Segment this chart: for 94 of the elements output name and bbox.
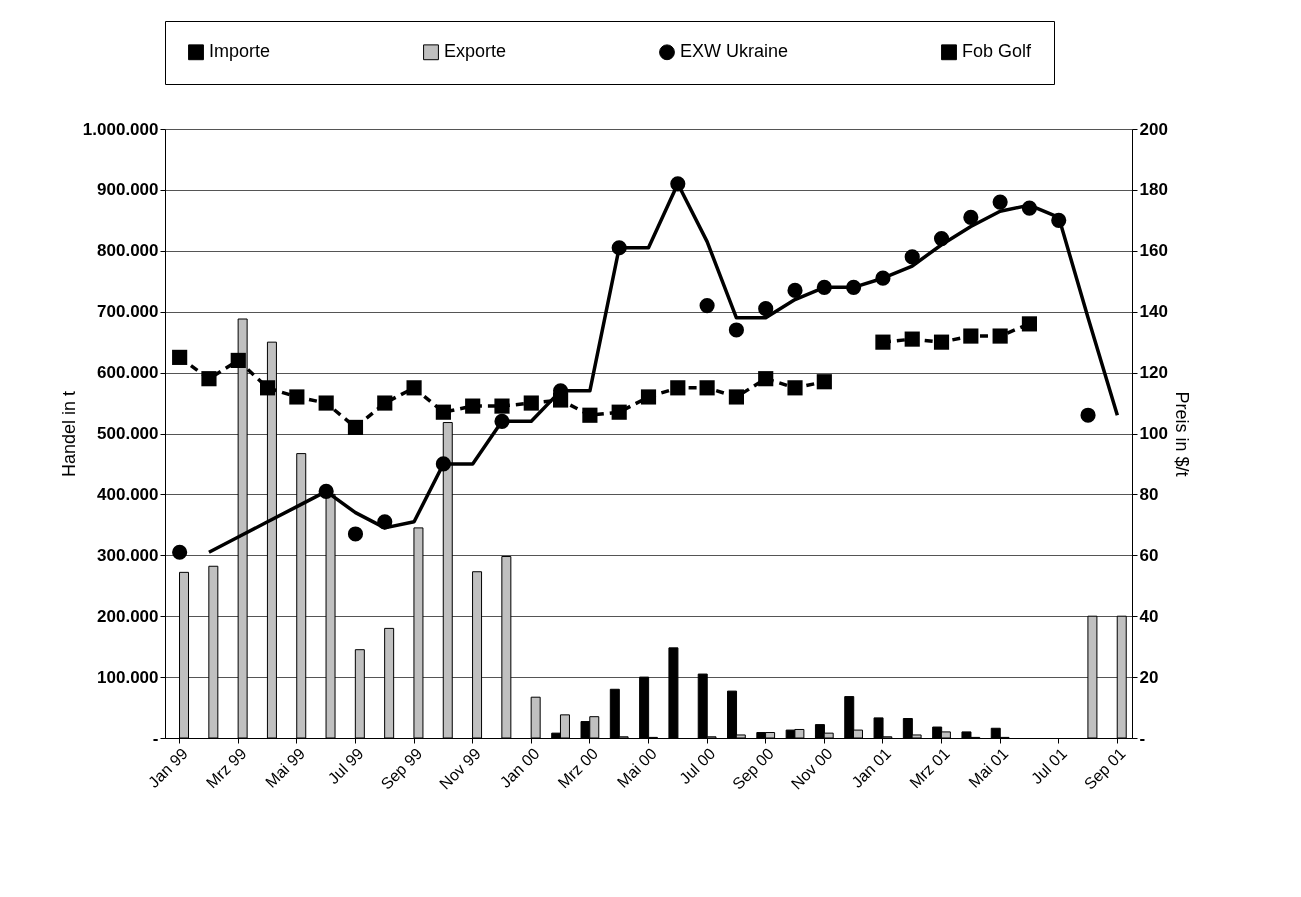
x-tick-label: Jul 99 — [324, 744, 367, 788]
point — [494, 413, 510, 429]
point — [875, 270, 891, 286]
y-tick-label: 100.000 — [97, 667, 159, 687]
y2-tick-label: 120 — [1139, 363, 1168, 383]
point — [172, 544, 188, 560]
y2-tick-label: - — [1139, 728, 1146, 748]
y-tick-label: 700.000 — [97, 302, 159, 322]
point — [201, 371, 217, 387]
y2-tick-label: 80 — [1139, 484, 1159, 504]
point — [318, 395, 334, 411]
point — [435, 404, 451, 420]
point — [758, 301, 774, 317]
x-tick-label: Sep 99 — [377, 744, 426, 793]
legend-label: Importe — [209, 41, 271, 62]
point — [670, 176, 686, 192]
y2-tick-label: 140 — [1139, 302, 1168, 322]
point — [992, 328, 1008, 344]
y2-tick-label: 20 — [1139, 667, 1159, 687]
point — [347, 526, 364, 542]
point — [1021, 316, 1038, 332]
point — [230, 352, 246, 368]
legend-label: Exporte — [444, 41, 507, 62]
point — [816, 374, 832, 390]
point — [992, 194, 1008, 210]
point — [582, 407, 598, 423]
point — [846, 279, 862, 295]
y-tick-label: 800.000 — [97, 241, 159, 261]
point — [904, 331, 920, 347]
point — [289, 389, 305, 405]
point — [933, 334, 950, 350]
point — [699, 298, 715, 314]
point — [377, 514, 393, 530]
point — [377, 395, 393, 411]
point — [611, 240, 627, 256]
y-tick-label: 400.000 — [97, 484, 159, 504]
x-tick-label: Mai 00 — [613, 744, 660, 791]
point — [523, 395, 539, 411]
y-tick-label: 600.000 — [97, 363, 159, 383]
y-tick-label: 300.000 — [97, 545, 159, 565]
point — [816, 279, 832, 295]
point — [259, 380, 276, 396]
point — [435, 456, 451, 472]
y-tick-label: 500.000 — [97, 424, 159, 443]
point — [904, 249, 920, 265]
point — [1051, 212, 1067, 228]
point — [699, 380, 715, 396]
y-axis-title: Handel in t — [58, 390, 79, 478]
point — [875, 334, 891, 350]
x-tick-label: Nov 00 — [787, 744, 836, 793]
point — [494, 398, 510, 414]
x-tick-label: Jul 01 — [1027, 744, 1071, 788]
point — [553, 392, 569, 408]
y-tick-label: 1.000.000 — [82, 119, 159, 139]
point — [1021, 200, 1038, 216]
point — [728, 322, 744, 338]
legend-label: EXW Ukraine — [680, 41, 789, 62]
x-tick-label: Sep 00 — [729, 744, 778, 793]
x-tick-label: Mrz 00 — [554, 744, 602, 792]
point — [728, 389, 744, 405]
y2-tick-label: 100 — [1139, 424, 1168, 443]
point — [347, 419, 364, 435]
point — [172, 349, 188, 365]
point — [640, 389, 657, 405]
x-tick-label: Jan 01 — [848, 744, 895, 791]
point — [406, 380, 422, 396]
point — [787, 282, 803, 298]
x-tick-label: Jul 00 — [676, 744, 719, 788]
x-tick-label: Mrz 99 — [202, 744, 250, 792]
point — [787, 380, 803, 396]
point — [1080, 407, 1096, 423]
point — [963, 209, 979, 225]
y2-tick-label: 180 — [1139, 180, 1168, 200]
y2-axis-title: Preis in $/t — [1171, 391, 1192, 477]
x-tick-label: Sep 01 — [1080, 744, 1129, 793]
x-tick-label: Mrz 01 — [906, 744, 953, 792]
point — [933, 231, 950, 247]
point — [611, 404, 627, 420]
point — [758, 371, 774, 387]
x-tick-label: Mai 01 — [965, 744, 1012, 791]
y2-tick-label: 60 — [1139, 545, 1159, 565]
point — [465, 398, 481, 414]
x-tick-label: Nov 99 — [436, 744, 485, 793]
point — [963, 328, 979, 344]
y-tick-label: 900.000 — [97, 180, 159, 200]
y-tick-label: 200.000 — [97, 606, 159, 626]
y2-tick-label: 40 — [1139, 606, 1159, 626]
legend-label: Fob Golf — [962, 41, 1033, 62]
point — [318, 483, 334, 499]
x-tick-label: Jan 00 — [496, 744, 543, 791]
point — [670, 380, 686, 396]
y2-tick-label: 200 — [1139, 119, 1168, 139]
y2-tick-label: 160 — [1139, 241, 1168, 261]
x-tick-label: Mai 99 — [262, 744, 309, 791]
